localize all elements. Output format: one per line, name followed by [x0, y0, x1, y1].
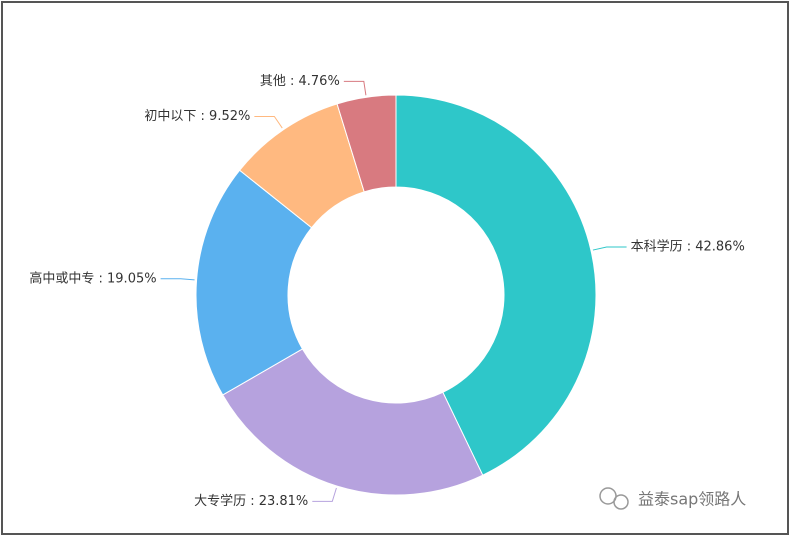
slice-label: 其他 : 4.76% [260, 74, 340, 89]
leader-line [254, 116, 283, 129]
leader-line [312, 487, 337, 502]
donut-slice [195, 169, 313, 396]
slice-label: 高中或中专 : 19.05% [29, 270, 156, 286]
slice-label: 初中以下 : 9.52% [144, 109, 250, 124]
slice-label: 本科学历 : 42.86% [631, 238, 745, 254]
watermark: 益泰sap领路人 [638, 490, 746, 509]
leader-line [160, 278, 195, 281]
watermark-icon [599, 487, 629, 510]
slice-label: 大专学历 : 23.81% [194, 493, 308, 509]
donut-slice [222, 348, 484, 496]
leader-line [343, 80, 367, 96]
leader-line [592, 246, 627, 251]
donut-slice [395, 94, 597, 476]
donut-slice [336, 94, 397, 193]
